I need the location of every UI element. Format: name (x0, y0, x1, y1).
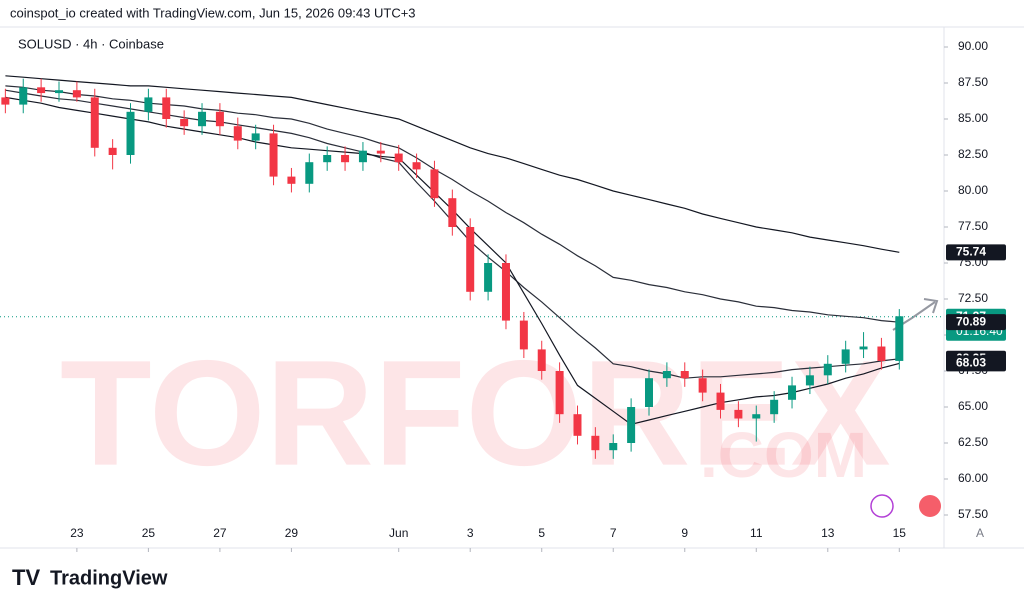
candle-body (305, 162, 314, 184)
candle-body (251, 133, 260, 141)
scale-mode[interactable]: A (976, 526, 984, 540)
x-tick-label: Jun (389, 526, 408, 540)
candle-body (823, 363, 832, 376)
candle-body (341, 155, 350, 163)
candle-body (591, 435, 600, 451)
candle-body (180, 119, 189, 127)
price-label: 70.89 (956, 314, 986, 328)
y-tick-label: 72.50 (958, 291, 988, 305)
watermark-suffix: .COM (700, 419, 867, 491)
candle-body (430, 169, 439, 199)
candle-body (55, 90, 63, 94)
y-tick-label: 90.00 (958, 39, 988, 53)
y-tick-label: 82.50 (958, 147, 988, 161)
candle-body (269, 133, 278, 177)
candle-body (877, 346, 886, 361)
price-label: 75.74 (956, 245, 986, 259)
candle-body (90, 97, 99, 148)
candle-body (752, 414, 761, 419)
moving-average (5, 75, 900, 253)
candle-body (144, 97, 153, 112)
candle-body (162, 97, 171, 119)
candle-body (788, 385, 797, 400)
y-tick-label: 87.50 (958, 75, 988, 89)
x-tick-label: 5 (538, 526, 545, 540)
candle-body (859, 346, 868, 350)
candle-body (448, 198, 457, 227)
candle-body (37, 87, 46, 94)
candle-body (734, 409, 743, 419)
candle-body (519, 320, 528, 350)
candle-body (394, 153, 403, 163)
watermark: TORFOREX (60, 329, 891, 497)
y-tick-label: 60.00 (958, 471, 988, 485)
x-tick-label: 11 (750, 526, 763, 540)
candle-body (716, 392, 725, 410)
events-icon[interactable] (870, 494, 894, 518)
flag-icon[interactable] (919, 495, 941, 517)
candle-body (841, 349, 850, 364)
candle-body (323, 155, 332, 163)
candle-body (555, 371, 564, 415)
logo-mark: TV (12, 565, 40, 590)
candle-body (537, 349, 546, 371)
x-tick-label: 9 (681, 526, 688, 540)
candle-body (645, 378, 653, 407)
x-tick-label: 3 (467, 526, 474, 540)
price-label-box (946, 314, 1006, 331)
x-tick-label: 23 (70, 526, 84, 540)
x-tick-label: 13 (821, 526, 835, 540)
candle-body (108, 147, 117, 155)
candle-body (805, 375, 814, 386)
x-tick-label: 27 (213, 526, 227, 540)
moving-average (5, 85, 900, 323)
candle-body (412, 162, 421, 170)
y-tick-label: 65.00 (958, 399, 988, 413)
y-tick-label: 80.00 (958, 183, 988, 197)
x-tick-label: 29 (285, 526, 299, 540)
candle-body (609, 443, 618, 451)
y-tick-label: 62.50 (958, 435, 988, 449)
candle-body (501, 263, 510, 321)
candle-body (358, 150, 367, 163)
candle-body (662, 371, 671, 379)
candle-body (287, 176, 296, 184)
x-tick-label: 25 (142, 526, 156, 540)
y-tick-label: 77.50 (958, 219, 988, 233)
candle-body (895, 316, 904, 361)
candle-body (376, 150, 385, 154)
price-label: 68.03 (956, 356, 986, 370)
candle-body (72, 90, 81, 98)
candle-body (770, 399, 779, 415)
y-tick-label: 57.50 (958, 507, 988, 521)
price-label-box (946, 244, 1006, 261)
candle-body (215, 111, 224, 127)
candle-body (233, 126, 242, 141)
symbol-title: SOLUSD · 4h · Coinbase (18, 36, 164, 51)
candle-body (19, 87, 28, 105)
candle-body (126, 111, 135, 155)
candle-body (198, 111, 207, 127)
y-tick-label: 85.00 (958, 111, 988, 125)
candle-body (627, 407, 636, 443)
candle-body (680, 371, 689, 379)
x-tick-label: 15 (893, 526, 907, 540)
candle-body (484, 263, 493, 292)
candle-body (573, 414, 582, 436)
candle-body (466, 227, 475, 292)
credit: coinspot_io created with TradingView.com… (10, 5, 416, 20)
brand: TradingView (50, 567, 168, 589)
price-label-box (946, 355, 1006, 372)
x-tick-label: 7 (610, 526, 617, 540)
candle-body (698, 378, 707, 393)
candle-body (1, 97, 10, 105)
